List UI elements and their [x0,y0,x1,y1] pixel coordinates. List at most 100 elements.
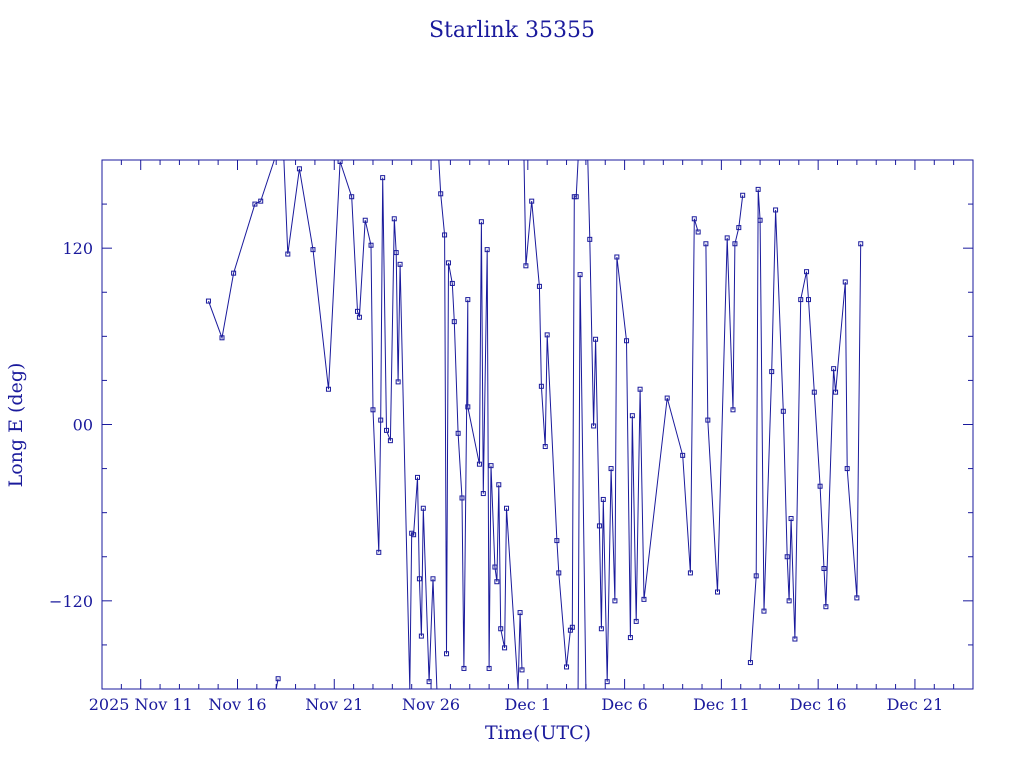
data-point [395,379,401,385]
data-point [804,269,810,275]
data-point [598,626,604,632]
data-point [523,263,529,269]
data-point [465,297,471,303]
data-point [219,335,225,341]
data-point [608,466,614,472]
data-point [476,461,482,467]
data-point [691,216,697,222]
data-point [349,194,355,200]
data-point [858,241,864,247]
data-point [231,270,237,276]
series-line [208,160,862,689]
data-point [285,251,291,257]
data-point [380,175,386,181]
data-point [362,217,368,223]
data-point [461,665,467,671]
data-point [449,280,455,286]
data-point [788,516,794,522]
data-point [730,407,736,413]
data-point [368,242,374,248]
data-point [337,160,343,164]
data-point [354,308,360,314]
data-point [517,610,523,616]
chart-title: Starlink 35355 [429,18,595,43]
data-point [705,417,711,423]
data-point [484,247,490,253]
data-point [784,554,790,560]
x-tick-label: Dec 1 [505,695,552,714]
x-tick-label: 2025 Nov 11 [89,695,193,714]
x-tick-label: Nov 26 [402,695,460,714]
x-tick-label: Dec 11 [693,695,750,714]
data-point [397,261,403,267]
data-point [496,482,502,488]
data-point [488,463,494,469]
data-point [780,408,786,414]
y-tick-label: −120 [49,592,93,611]
y-tick-label: 120 [62,239,93,258]
data-point [258,198,264,204]
data-point [842,279,848,285]
data-point [564,664,570,670]
data-point [833,389,839,395]
data-point [370,407,376,413]
data-point [798,297,804,303]
data-point [387,438,393,444]
data-point [740,192,746,198]
data-point [786,598,792,604]
x-tick-label: Dec 21 [887,695,944,714]
y-tick-label: 00 [73,416,93,435]
data-point [747,660,753,666]
data-point [761,608,767,614]
data-point [414,474,420,480]
data-point [753,573,759,579]
data-point [444,651,450,657]
data-point [633,618,639,624]
data-point [755,186,761,192]
data-point [593,336,599,342]
data-point [773,207,779,213]
data-point [821,566,827,572]
data-point [805,297,811,303]
data-point [627,635,633,641]
data-point [577,272,583,278]
data-point [732,241,738,247]
data-point [624,338,630,344]
data-point [492,564,498,570]
plot-area [205,160,864,689]
data-point [715,589,721,595]
data-point [438,191,444,197]
data-point [854,595,860,601]
data-point [529,198,535,204]
data-point [614,254,620,260]
data-point [680,452,686,458]
data-point [296,166,302,172]
data-point [310,247,316,253]
data-point [536,283,542,289]
x-tick-label: Nov 16 [208,695,266,714]
data-point [478,219,484,225]
x-ticks: 2025 Nov 11 Nov 16 Nov 21 Nov 26 Dec 1 Dec 6 D… [89,160,955,714]
data-point [455,430,461,436]
data-point [498,626,504,632]
data-point [451,319,457,325]
data-point [426,679,432,685]
data-point [844,466,850,472]
data-point [325,386,331,392]
data-point [378,417,384,423]
data-point [430,576,436,582]
data-point [542,444,548,450]
data-point [792,636,798,642]
x-axis-label: Time(UTC) [485,722,591,744]
data-point [480,491,486,497]
data-point [831,366,837,372]
data-point [356,314,362,320]
data-point [757,217,763,223]
data-point [600,496,606,502]
data-point [275,676,281,682]
data-point [629,413,635,419]
data-point [504,505,510,511]
data-point [376,549,382,555]
data-point [664,395,670,401]
